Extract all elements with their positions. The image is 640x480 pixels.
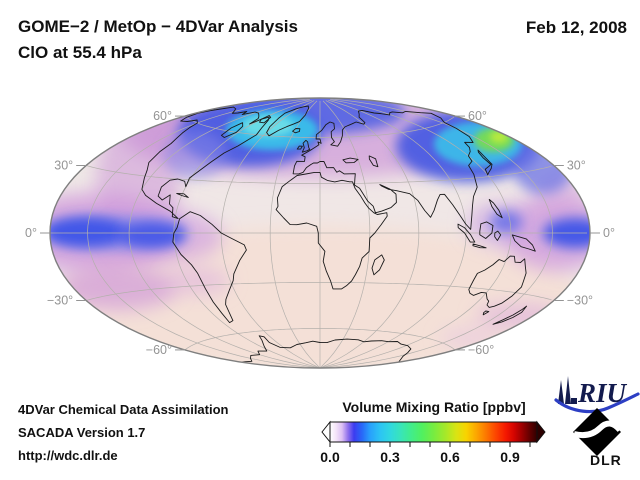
- coastline-java: [472, 243, 487, 249]
- coastline-tasmania: [482, 310, 490, 316]
- dlr-logo: DLR: [573, 408, 623, 468]
- coastline-north-america: [141, 106, 270, 220]
- coastline-iceland: [292, 128, 301, 134]
- graticule-meridian: [220, 100, 319, 368]
- graticule-meridian: [320, 100, 371, 368]
- colorbar-tick-label: 0.9: [500, 449, 520, 465]
- coastline-hudson-bay: [220, 122, 244, 138]
- footer-line-version: SACADA Version 1.7: [18, 425, 146, 440]
- clo-field-blob: [166, 267, 230, 295]
- coastline-sulawesi: [494, 230, 502, 241]
- coastline-south-america: [172, 211, 247, 324]
- footer-line-url: http://wdc.dlr.de: [18, 448, 118, 463]
- graticule-meridian: [269, 100, 320, 368]
- coastline-philippines: [488, 198, 503, 219]
- coastline-ireland: [296, 145, 303, 150]
- colorbar-title: Volume Mixing Ratio [ppbv]: [342, 399, 525, 415]
- coastline-baffin: [259, 115, 272, 124]
- coastline-caspian-sea: [368, 155, 379, 168]
- colorbar-ticks: [329, 442, 531, 447]
- riu-logo: RIU: [554, 376, 640, 414]
- lat-label-left: 60°: [153, 109, 172, 123]
- logos: RIU DLR: [554, 376, 640, 468]
- dlr-logo-text: DLR: [590, 452, 622, 468]
- figure-title: GOME−2 / MetOp − 4DVar Analysis ClO at 5…: [18, 14, 298, 66]
- clo-field-blob: [50, 217, 127, 247]
- clo-field-blob: [58, 266, 178, 310]
- title-line-1: GOME−2 / MetOp − 4DVar Analysis: [18, 17, 298, 36]
- coastline-cuba: [176, 192, 189, 198]
- riu-swoosh-icon: [554, 392, 640, 414]
- lat-label-right: 60°: [468, 109, 487, 123]
- graticule-meridian: [321, 99, 512, 368]
- lat-label-right: −60°: [468, 343, 494, 357]
- clo-field-blob: [490, 131, 508, 143]
- coastline-borneo: [479, 221, 494, 239]
- coastline-greenland: [266, 105, 309, 137]
- date-label: Feb 12, 2008: [525, 18, 627, 37]
- lat-label-left: −60°: [146, 343, 172, 357]
- latitude-axis-labels: 60° 60° 30° 30° 0° 0° −30° −30° −60° −60°: [25, 109, 615, 357]
- coastline-uk: [301, 139, 311, 153]
- coastline-japan: [477, 149, 493, 176]
- colorbar: Volume Mixing Ratio [ppbv] 0.0 0.3 0.6 0.9: [320, 399, 546, 465]
- lat-label-right: −30°: [567, 294, 593, 308]
- clo-field-blob: [490, 211, 522, 233]
- colorbar-tick-label: 0.6: [440, 449, 460, 465]
- colorbar-left-arrow: [321, 420, 331, 444]
- coastline-sumatra: [457, 223, 476, 243]
- coastline-eurasia: [292, 109, 478, 230]
- colorbar-right-arrow: [536, 420, 546, 444]
- coastline-new-guinea: [511, 234, 536, 252]
- clo-field-overlay: [50, 98, 590, 368]
- lat-label-left: 30°: [54, 159, 73, 173]
- lat-label-right: 30°: [567, 159, 586, 173]
- coastlines: [141, 105, 536, 363]
- clo-field-blob: [163, 131, 227, 179]
- lat-label-right: 0°: [603, 226, 615, 240]
- coastline-antarctica: [241, 335, 412, 363]
- clo-field-blob: [119, 222, 185, 248]
- coastline-black-sea: [342, 157, 359, 164]
- title-line-2: ClO at 55.4 hPa: [18, 43, 142, 62]
- colorbar-gradient-bar: [329, 421, 538, 443]
- coastline-australia: [468, 255, 527, 308]
- graticule: [50, 98, 587, 368]
- graticule-meridian: [321, 100, 420, 368]
- coastline-madagascar: [371, 254, 385, 276]
- graticule-meridian: [128, 99, 319, 368]
- lat-label-left: 0°: [25, 226, 37, 240]
- graticule-meridian: [87, 98, 318, 368]
- dlr-bird-cutout-icon: [573, 420, 623, 439]
- coastline-new-zealand: [492, 305, 528, 325]
- riu-cathedral-icon: [558, 376, 577, 404]
- colorbar-tick-label: 0.3: [380, 449, 400, 465]
- colorbar-tick-label: 0.0: [320, 449, 340, 465]
- lat-label-left: −30°: [47, 294, 73, 308]
- coastline-africa: [275, 171, 388, 290]
- colorbar-tick-labels: 0.0 0.3 0.6 0.9: [320, 449, 520, 465]
- footer-line-assimilation: 4DVar Chemical Data Assimilation: [18, 402, 229, 417]
- graticule-meridian: [322, 98, 553, 368]
